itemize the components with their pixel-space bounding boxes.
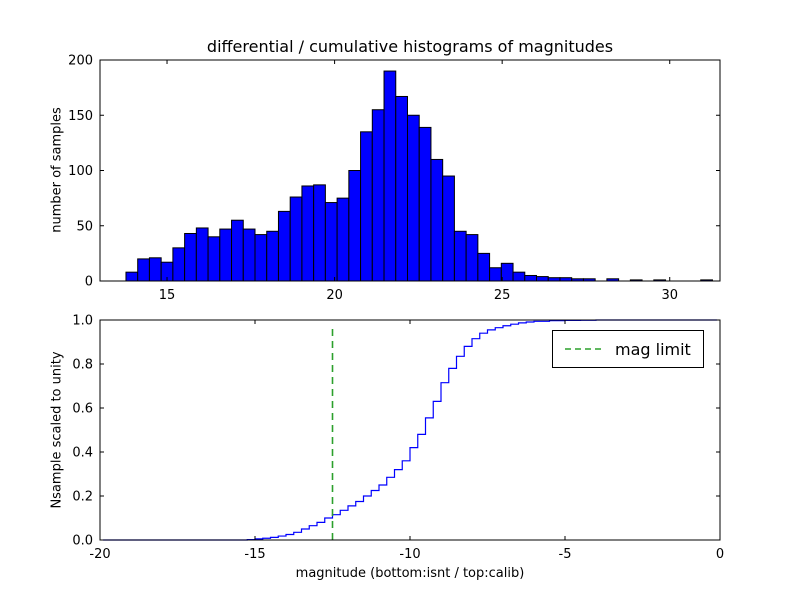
histogram-bar <box>254 234 268 282</box>
bottom-x-axis-label: magnitude (bottom:isnt / top:calib) <box>295 566 525 581</box>
histogram-bar <box>383 70 397 282</box>
x-tick-label: 15 <box>159 288 176 303</box>
y-tick-label: 0.2 <box>72 490 93 505</box>
y-tick-label: 0.4 <box>72 446 93 461</box>
histogram-bar <box>489 267 502 282</box>
bottom-axes: -20 -15 -10 -5 0 0.0 0.2 0.4 0.6 0.8 1.0 <box>72 314 724 563</box>
histogram-bar <box>289 196 303 282</box>
legend-label: mag limit <box>615 339 691 359</box>
x-tick-label: -5 <box>559 547 572 562</box>
histogram-bar <box>277 210 291 282</box>
y-tick-label: 0.8 <box>72 358 93 373</box>
histogram-bar <box>172 247 186 282</box>
histogram-bar <box>324 202 338 282</box>
x-tick-label: -20 <box>89 547 110 562</box>
bottom-y-axis-label: Nsample scaled to unity <box>49 351 65 509</box>
histogram-bar <box>512 271 526 282</box>
histogram-bar <box>137 258 150 282</box>
x-tick-label: -10 <box>399 547 420 562</box>
y-tick-label: 200 <box>68 54 93 69</box>
legend-dashed-line-icon <box>565 348 603 350</box>
histogram-bar <box>219 228 233 282</box>
histogram-bar <box>453 230 467 282</box>
histogram-bar <box>207 236 221 282</box>
cumulative-step-line <box>103 319 717 541</box>
y-tick-label: 100 <box>68 164 93 179</box>
x-tick-label: 25 <box>494 288 511 303</box>
histogram-bar <box>500 262 514 282</box>
histogram-bar <box>536 276 549 282</box>
x-tick-label: 30 <box>661 288 678 303</box>
y-tick-label: 0.0 <box>72 534 93 549</box>
histogram-bars <box>125 70 713 282</box>
histogram-bar <box>231 219 244 282</box>
histogram-bar <box>148 257 162 282</box>
y-tick-label: 0 <box>85 275 93 290</box>
histogram-bar <box>266 230 279 282</box>
y-tick-label: 1.0 <box>72 314 93 329</box>
top-axes: 15 20 25 30 0 50 100 150 200 <box>68 54 721 303</box>
histogram-bar <box>430 158 444 282</box>
histogram-bar <box>195 227 209 282</box>
histogram-bar <box>524 274 538 282</box>
histogram-bar <box>313 184 326 282</box>
histogram-bar <box>418 126 432 282</box>
histogram-bar <box>360 131 373 282</box>
histogram-bar <box>442 175 455 282</box>
histogram-bar <box>465 234 479 282</box>
histogram-bar <box>242 228 256 282</box>
histogram-bar <box>348 170 362 282</box>
histogram-bar <box>371 109 385 282</box>
histogram-bar <box>336 197 350 282</box>
top-y-axis-label: number of samples <box>49 107 65 233</box>
x-tick-label: -15 <box>244 547 265 562</box>
histogram-bar <box>406 114 420 282</box>
y-tick-label: 150 <box>68 109 93 124</box>
figure-title: differential / cumulative histograms of … <box>206 37 614 56</box>
histogram-bar <box>125 271 139 282</box>
y-tick-label: 50 <box>76 219 93 234</box>
histogram-bar <box>477 252 491 282</box>
histogram-bar <box>395 95 408 282</box>
histogram-bar <box>184 232 197 282</box>
histogram-bar <box>301 185 315 282</box>
x-tick-label: 20 <box>326 288 343 303</box>
y-tick-label: 0.6 <box>72 402 93 417</box>
x-tick-label: 0 <box>716 547 724 562</box>
legend: mag limit <box>552 330 704 368</box>
